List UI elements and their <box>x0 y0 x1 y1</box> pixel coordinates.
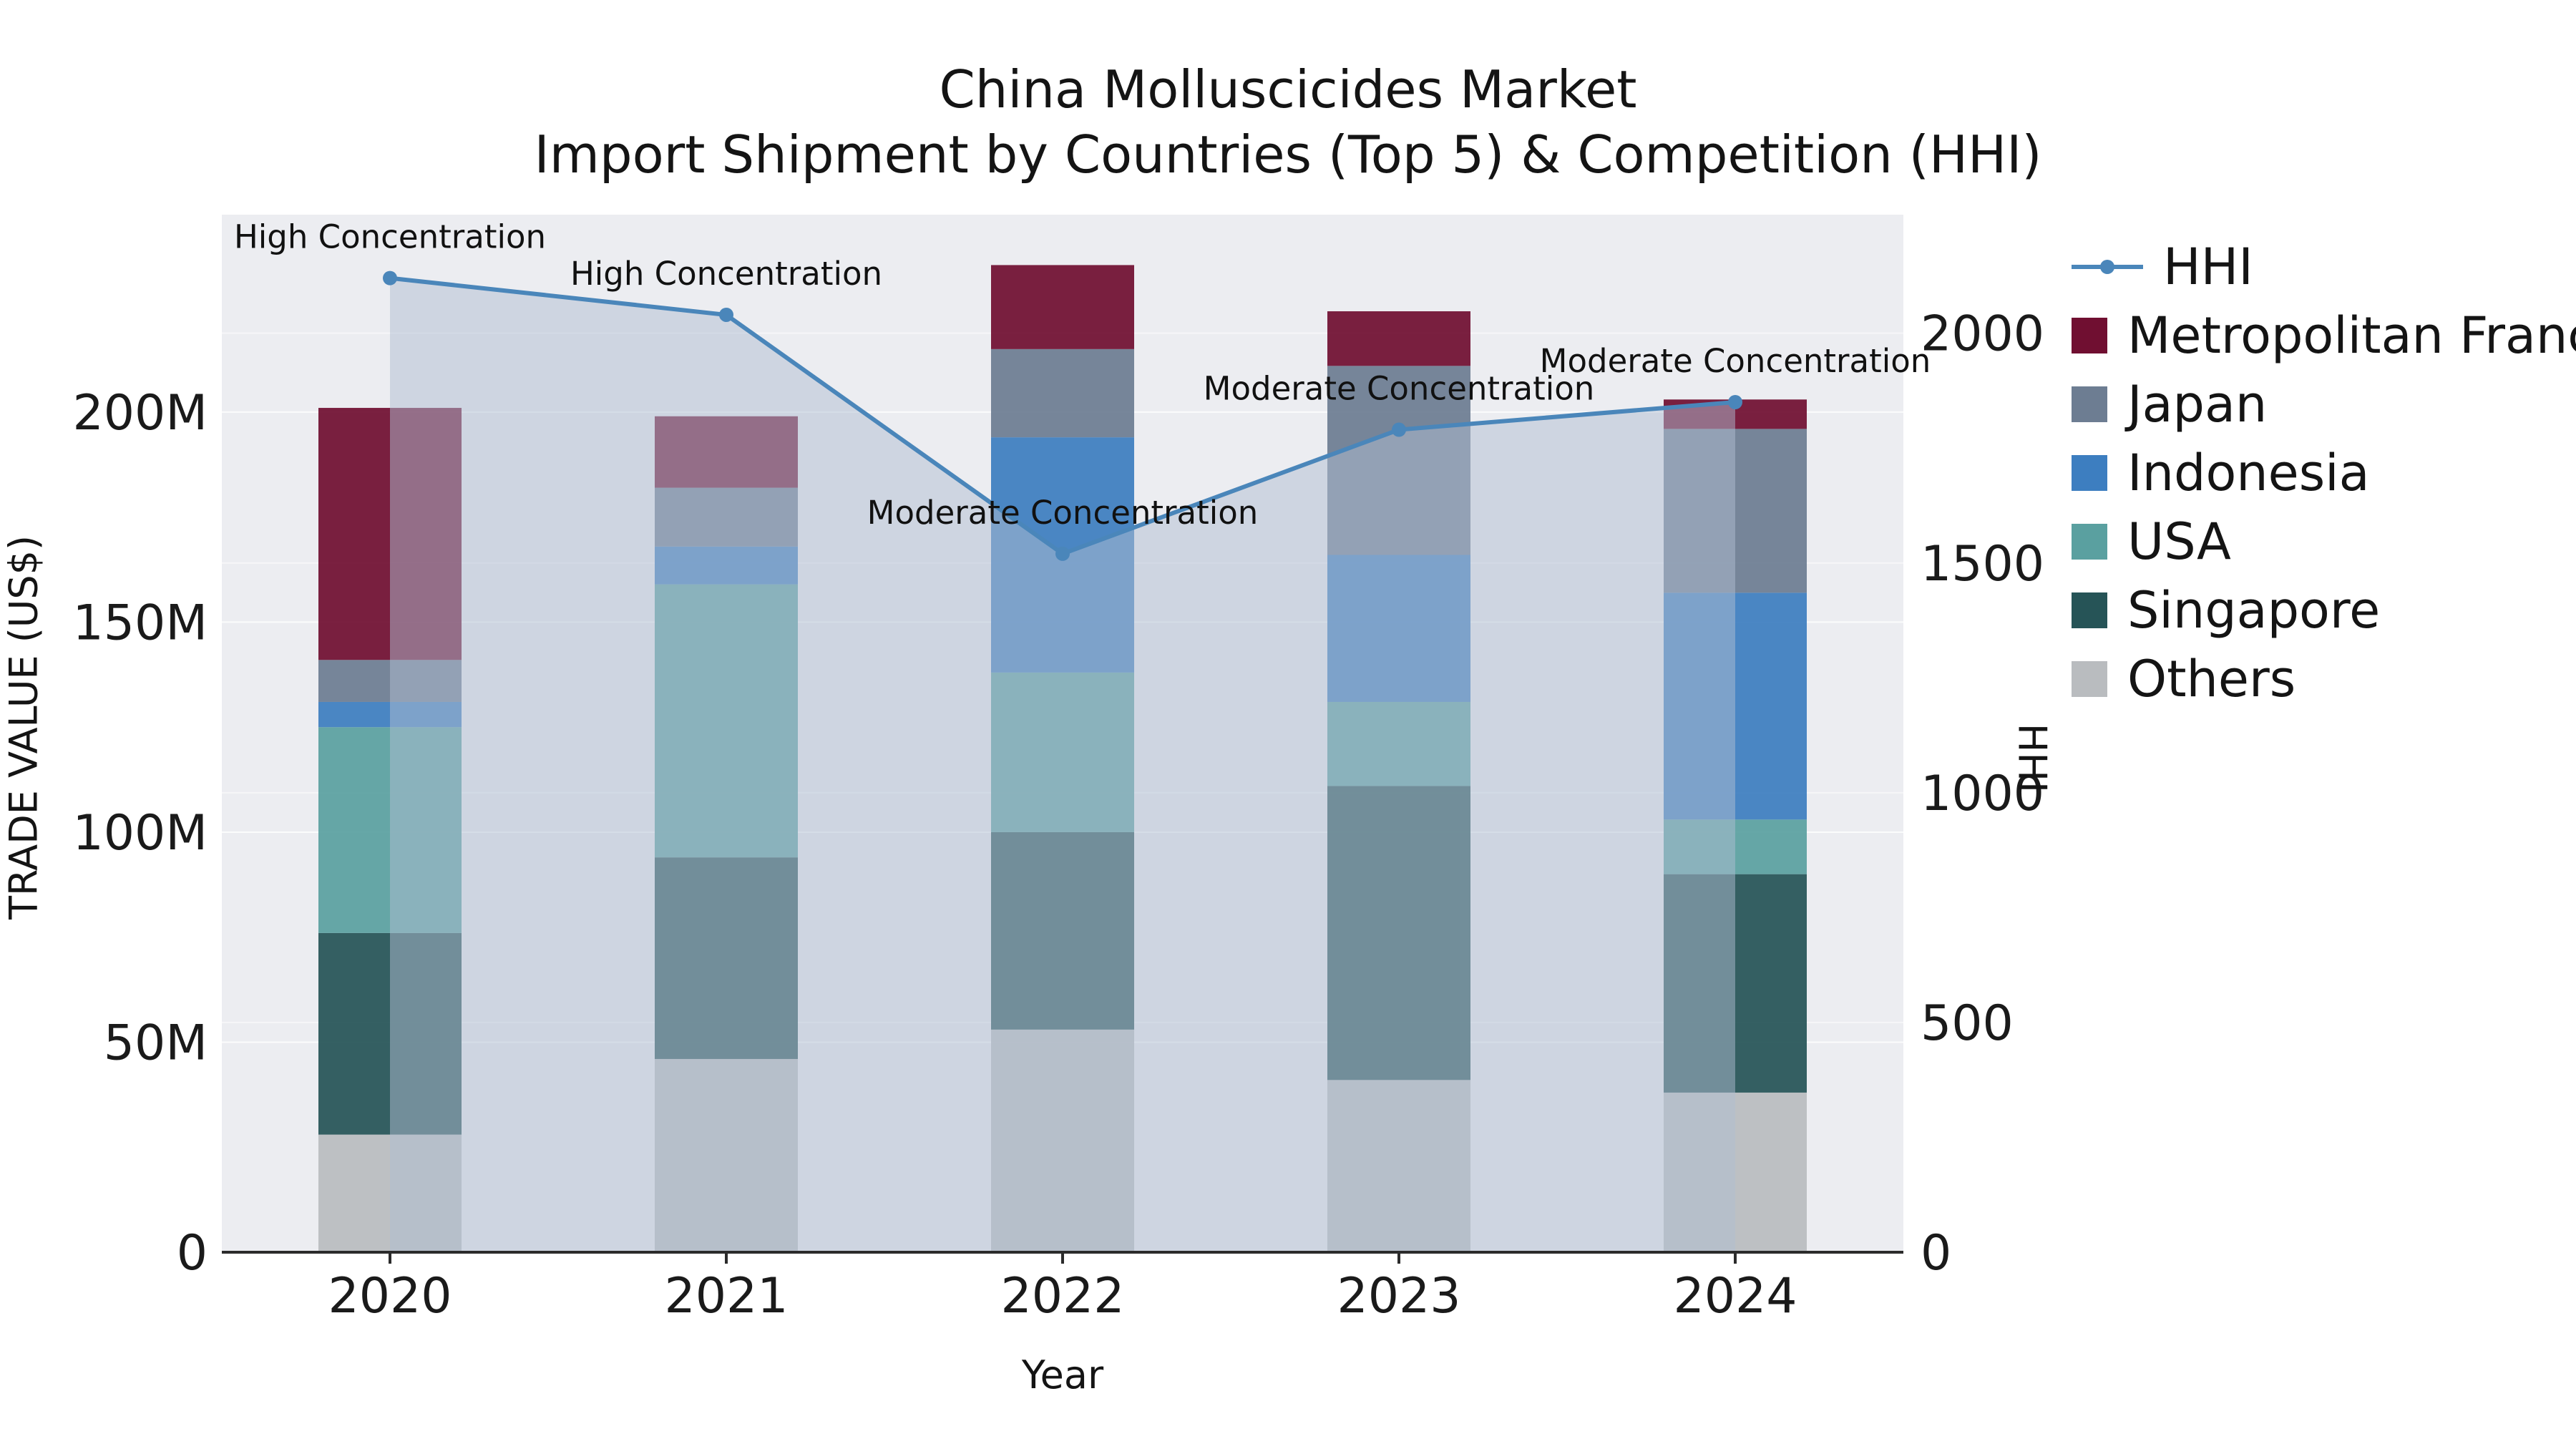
legend-marker-dot <box>2100 260 2114 274</box>
annotation-2024: Moderate Concentration <box>1540 342 1931 380</box>
y-axis-label-left: TRADE VALUE (US$) <box>1 535 47 920</box>
legend-color-swatch <box>2072 455 2107 491</box>
y-left-tick-label: 150M <box>73 595 208 651</box>
x-tick-label-2020: 2020 <box>328 1268 452 1324</box>
legend-label: Metropolitan France <box>2127 306 2576 365</box>
legend-item-singapore: Singapore <box>2072 576 2576 645</box>
hhi-marker-2020 <box>383 270 397 286</box>
y-right-tick-label: 1500 <box>1921 536 2044 592</box>
legend-label: Japan <box>2127 375 2268 434</box>
legend-color-swatch <box>2072 524 2107 560</box>
y-left-tick-label: 100M <box>73 805 208 862</box>
y-right-tick-label: 0 <box>1921 1225 1951 1282</box>
y-left-tick-label: 50M <box>104 1015 208 1071</box>
x-tick-label-2024: 2024 <box>1673 1268 1797 1324</box>
y-right-tick-label: 1000 <box>1921 766 2044 822</box>
hhi-marker-2023 <box>1392 422 1406 437</box>
legend-color-swatch <box>2072 318 2107 353</box>
legend-item-metropolitan-france: Metropolitan France <box>2072 301 2576 370</box>
y-right-tick-label: 500 <box>1921 995 2014 1052</box>
legend-color-swatch <box>2072 592 2107 628</box>
annotation-2021: High Concentration <box>570 255 882 293</box>
legend-label: Indonesia <box>2127 444 2370 502</box>
chart-title-line1: China Molluscicides Market <box>939 59 1637 119</box>
y-axis-label-right: HHI <box>2009 723 2055 794</box>
legend-color-swatch <box>2072 661 2107 697</box>
x-axis-label: Year <box>1021 1352 1104 1397</box>
legend-color-swatch <box>2072 386 2107 422</box>
legend-item-others: Others <box>2072 645 2576 713</box>
y-right-tick-label: 2000 <box>1921 306 2044 363</box>
legend-label: USA <box>2127 512 2231 571</box>
legend-item-japan: Japan <box>2072 370 2576 439</box>
legend-label: HHI <box>2163 238 2253 296</box>
bar-segment-japan-2022 <box>991 348 1134 438</box>
legend-item-usa: USA <box>2072 507 2576 576</box>
hhi-marker-2021 <box>719 307 733 322</box>
y-left-tick-label: 200M <box>73 385 208 441</box>
chart-title-line2: Import Shipment by Countries (Top 5) & C… <box>534 124 2042 185</box>
legend-line-sample <box>2072 260 2143 274</box>
legend-label: Others <box>2127 650 2296 708</box>
legend-item-hhi: HHI <box>2072 233 2576 301</box>
chart-legend: HHI Metropolitan France Japan Indonesia USA S… <box>2072 233 2576 713</box>
bar-segment-metropolitan-france-2022 <box>991 265 1134 349</box>
annotation-2020: High Concentration <box>234 218 546 256</box>
hhi-marker-2022 <box>1055 546 1070 561</box>
hhi-area-fill <box>390 278 1735 1252</box>
hhi-marker-2024 <box>1728 395 1742 410</box>
bar-segment-metropolitan-france-2023 <box>1327 311 1470 366</box>
legend-item-indonesia: Indonesia <box>2072 439 2576 507</box>
annotation-2022: Moderate Concentration <box>867 494 1259 532</box>
x-tick-label-2023: 2023 <box>1337 1268 1460 1324</box>
legend-label: Singapore <box>2127 581 2381 640</box>
x-tick-label-2022: 2022 <box>1000 1268 1124 1324</box>
annotation-2023: Moderate Concentration <box>1204 370 1595 408</box>
x-tick-label-2021: 2021 <box>664 1268 788 1324</box>
chart-title: China Molluscicides Market Import Shipme… <box>0 57 2576 187</box>
y-left-tick-label: 0 <box>177 1225 208 1282</box>
